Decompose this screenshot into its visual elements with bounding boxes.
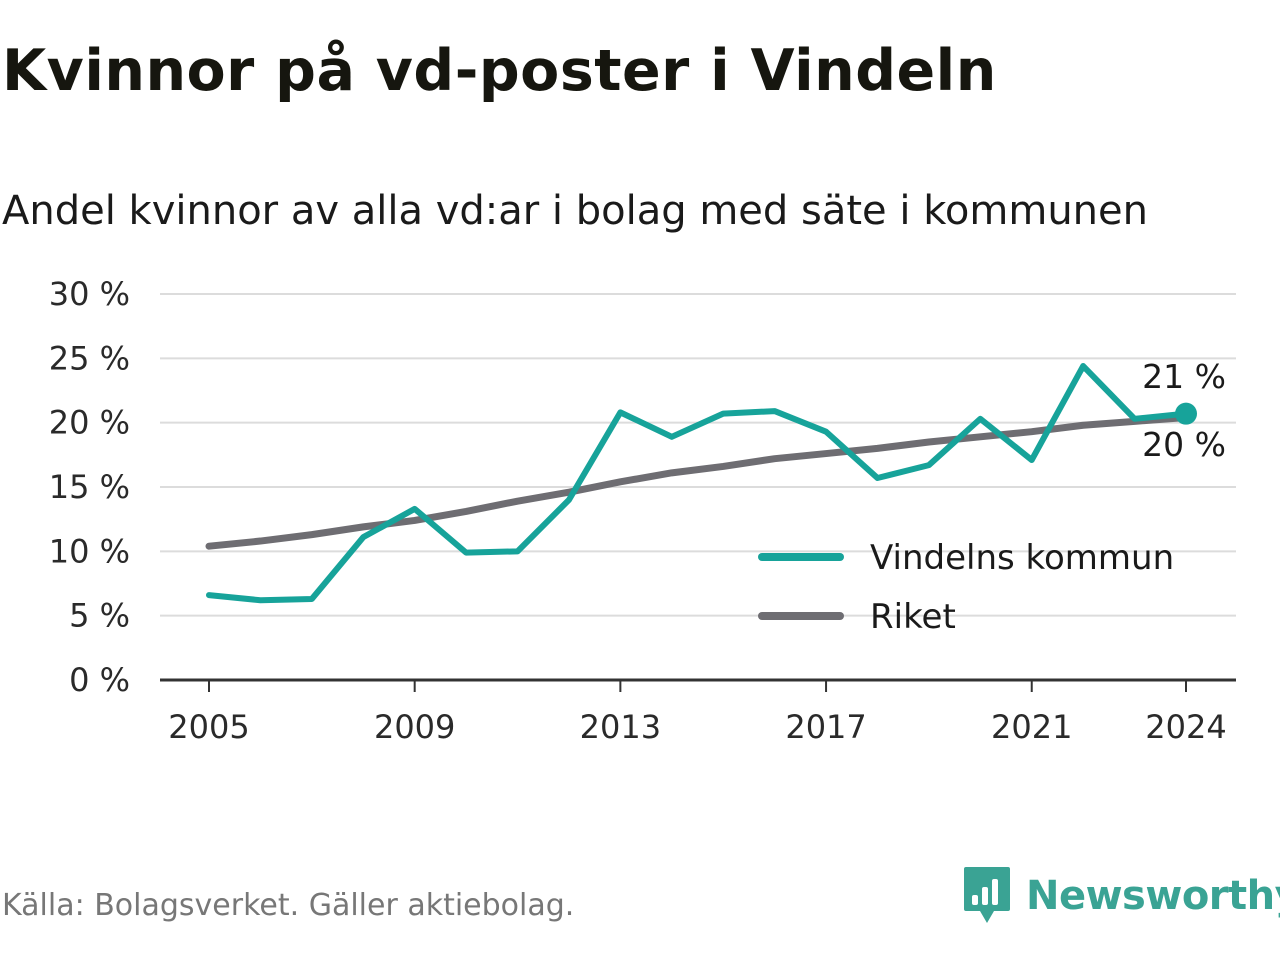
brand-logo[interactable]: Newsworthy xyxy=(962,862,1280,930)
x-tick-label: 2024 xyxy=(1145,708,1226,746)
x-tick-label: 2021 xyxy=(991,708,1072,746)
y-tick-label: 30 % xyxy=(49,275,130,313)
source-note: Källa: Bolagsverket. Gäller aktiebolag. xyxy=(2,888,575,923)
y-axis-tick-labels: 0 % 5 % 10 % 15 % 20 % 25 % 30 % xyxy=(49,275,130,699)
y-tick-label: 5 % xyxy=(69,597,130,635)
x-tick-label: 2005 xyxy=(168,708,249,746)
x-tick-label: 2009 xyxy=(374,708,455,746)
y-tick-label: 10 % xyxy=(49,532,130,570)
legend-label-vindeln: Vindelns kommun xyxy=(870,538,1174,578)
y-tick-label: 25 % xyxy=(49,339,130,377)
brand-name: Newsworthy xyxy=(1026,873,1280,919)
series-line-riket xyxy=(205,414,1190,550)
chart-subtitle: Andel kvinnor av alla vd:ar i bolag med … xyxy=(2,188,1148,234)
legend-label-riket: Riket xyxy=(870,597,956,637)
bar-chart-badge-icon xyxy=(964,867,1010,923)
legend: Vindelns kommun Riket xyxy=(758,538,1174,637)
end-label-vindeln: 21 % xyxy=(1142,357,1226,396)
y-tick-label: 0 % xyxy=(69,661,130,699)
end-point-marker xyxy=(1175,402,1197,425)
y-tick-label: 20 % xyxy=(49,404,130,442)
y-tick-label: 15 % xyxy=(49,468,130,506)
x-axis: 2005 2009 2013 2017 2021 2024 xyxy=(160,678,1236,746)
series-line-vindeln xyxy=(206,363,1189,604)
end-labels: 21 % 20 % xyxy=(1142,357,1226,464)
gridlines xyxy=(160,293,1236,617)
chart-title: Kvinnor på vd-poster i Vindeln xyxy=(2,38,997,104)
end-label-riket: 20 % xyxy=(1142,425,1226,464)
series-lines xyxy=(205,363,1197,604)
x-tick-label: 2013 xyxy=(580,708,661,746)
x-tick-label: 2017 xyxy=(785,708,866,746)
